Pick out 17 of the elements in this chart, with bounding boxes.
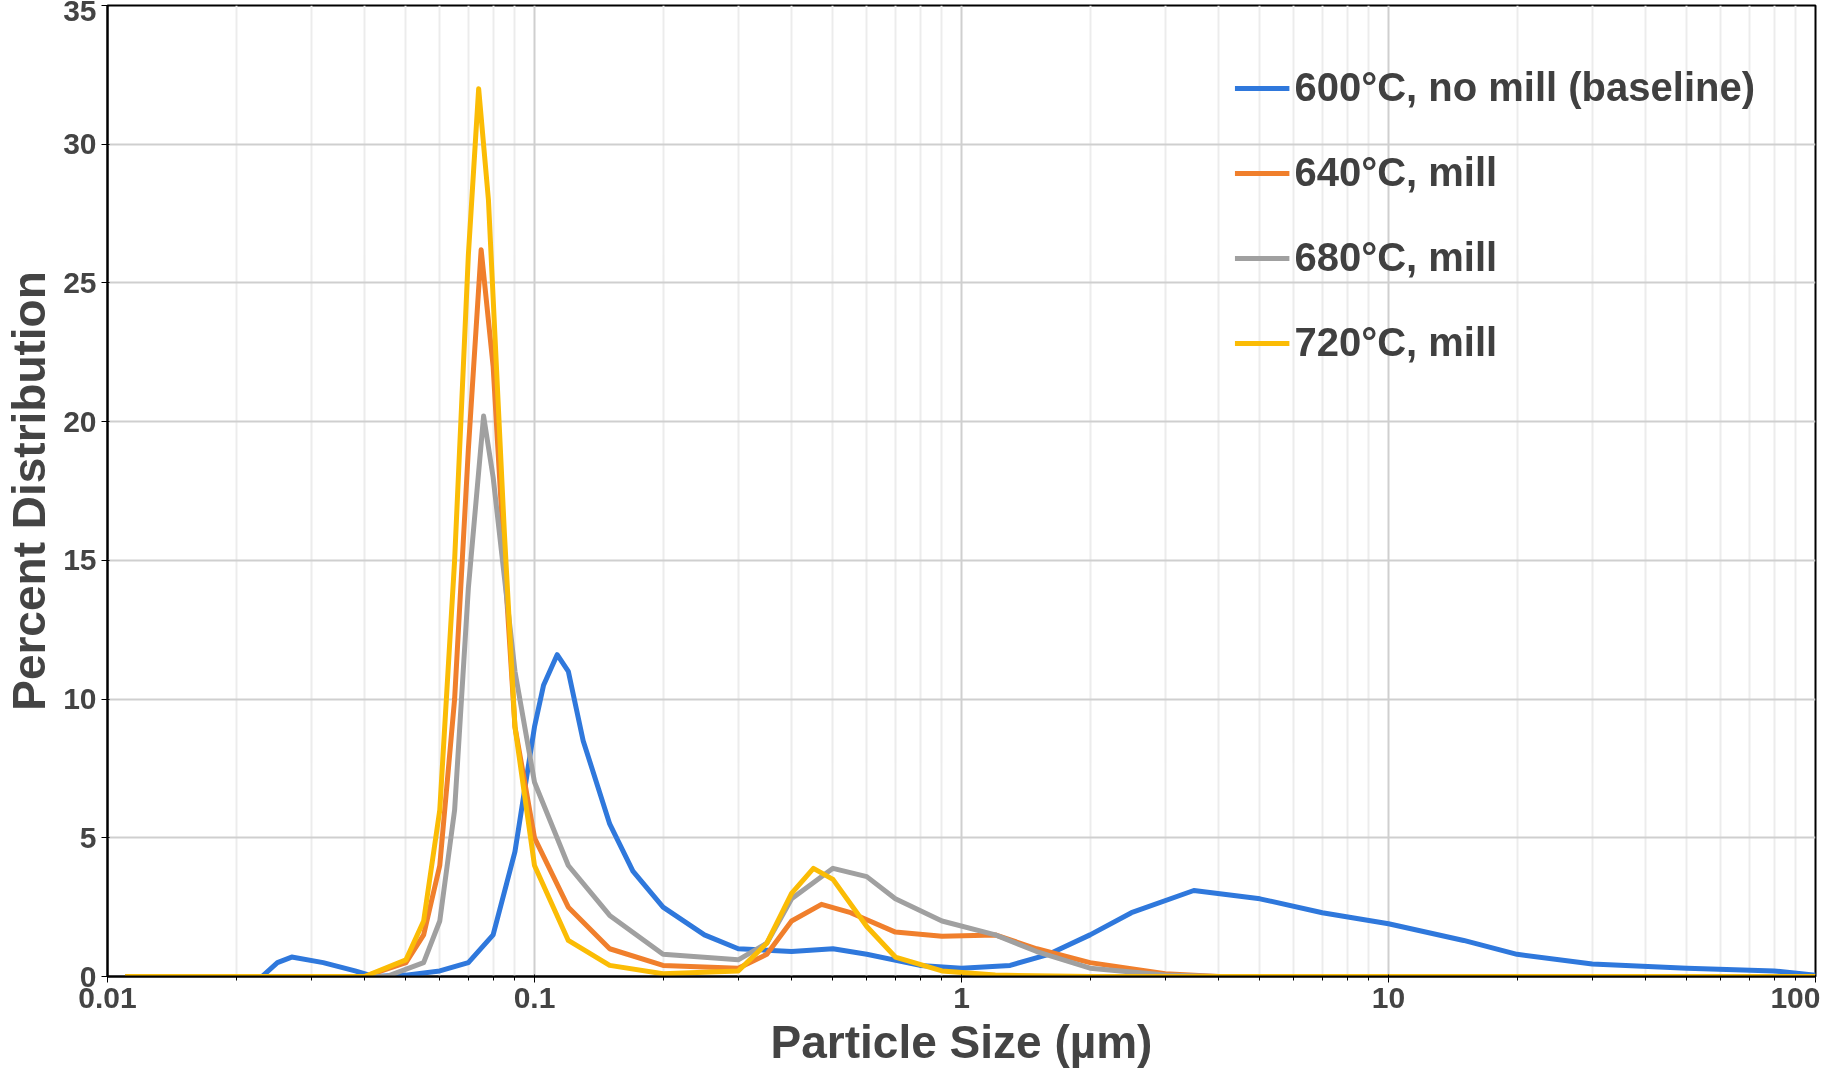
y-tick-label: 25 <box>63 265 97 299</box>
legend-label: 600°C, no mill (baseline) <box>1294 65 1755 110</box>
y-tick-label: 20 <box>63 404 97 438</box>
legend-label: 640°C, mill <box>1294 150 1498 195</box>
y-tick-label: 35 <box>63 0 97 27</box>
x-tick-label: 100 <box>1770 980 1821 1014</box>
y-tick-label: 5 <box>79 820 97 854</box>
legend-label: 680°C, mill <box>1294 235 1498 280</box>
x-tick-label: 1 <box>953 980 970 1014</box>
y-tick-label: 30 <box>63 127 97 161</box>
x-tick-label: 10 <box>1371 980 1406 1014</box>
y-tick-label: 10 <box>63 682 97 716</box>
legend-label: 720°C, mill <box>1294 320 1498 365</box>
x-tick-label: 0.1 <box>513 980 556 1014</box>
y-tick-label: 15 <box>63 543 97 577</box>
y-axis-title: Percent Distribution <box>3 271 56 711</box>
x-axis-title: Particle Size (µm) <box>770 1015 1153 1068</box>
